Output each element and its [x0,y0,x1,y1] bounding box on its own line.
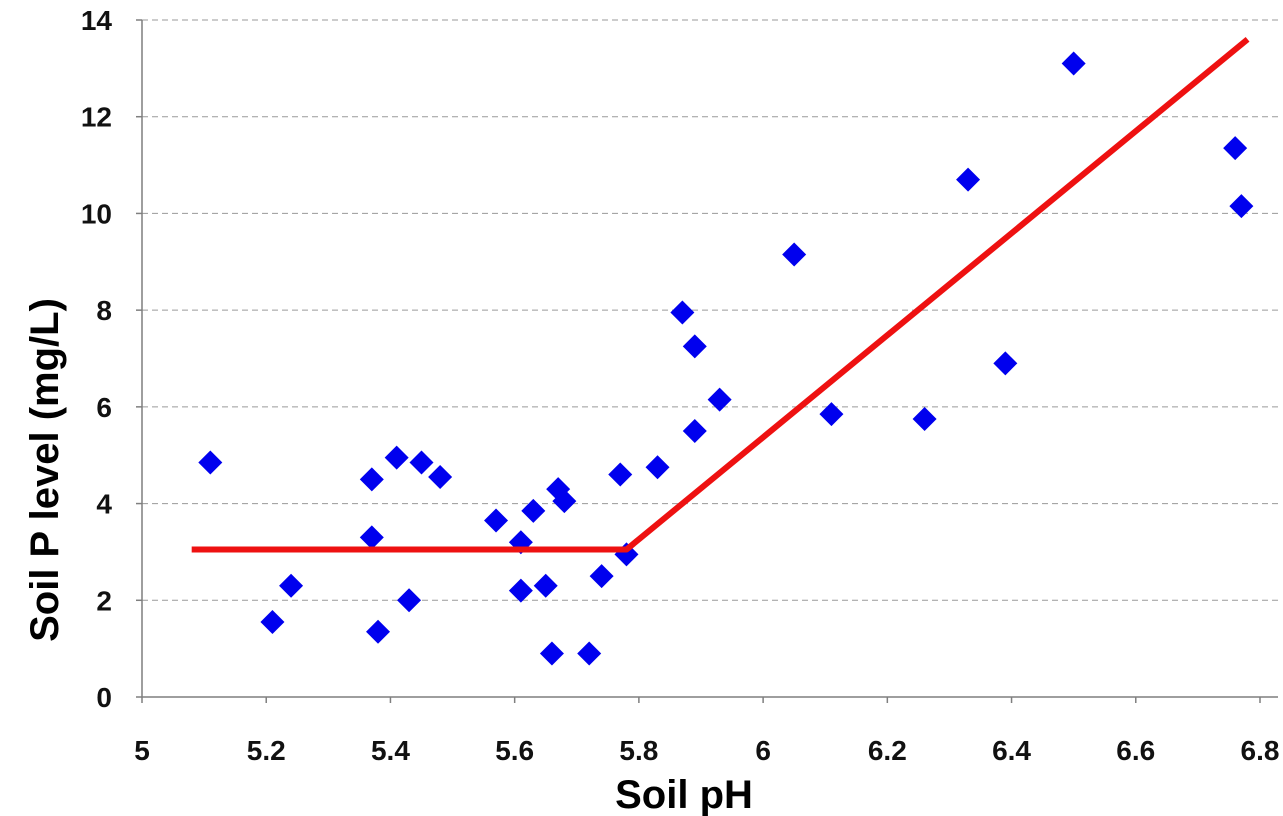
data-point [428,464,453,489]
data-point [782,242,807,267]
y-tick-label: 12 [81,102,112,133]
y-tick-label: 0 [96,682,112,713]
data-point [508,578,533,603]
data-point [645,455,670,480]
x-tick-labels: 5 5.2 5.4 5.6 5.8 6 6.2 6.4 6.6 6.8 [134,735,1279,766]
data-point [359,467,384,492]
data-point [397,588,422,613]
data-point [521,498,546,523]
data-points [198,51,1254,666]
y-tick-label: 6 [96,392,112,423]
y-tick-label: 4 [96,489,112,520]
fit-line [191,37,1250,553]
y-tick-label: 8 [96,295,112,326]
data-point [993,351,1018,376]
y-tick-label: 2 [96,585,112,616]
data-point [1061,51,1086,76]
x-tick-label: 6.4 [992,735,1031,766]
data-point [484,508,509,533]
data-point [260,610,285,635]
data-point [956,167,981,192]
fit-line-path [191,37,1250,553]
data-point [279,573,304,598]
x-tick-label: 5.6 [495,735,534,766]
data-point [552,489,577,514]
x-tick-label: 6 [755,735,771,766]
x-tick-label: 6.8 [1241,735,1280,766]
y-tick-label: 14 [81,5,113,36]
data-point [366,619,391,644]
data-point [1223,136,1248,161]
data-point [409,450,434,475]
data-point [533,573,558,598]
data-point [539,641,564,666]
data-point [608,462,633,487]
data-point [198,450,223,475]
data-point [589,564,614,589]
data-point [682,419,707,444]
data-point [912,406,937,431]
x-tick-label: 5.4 [371,735,410,766]
x-tick-label: 5.2 [247,735,286,766]
x-tick-label: 5.8 [619,735,658,766]
y-axis-title: Soil P level (mg/L) [23,298,67,642]
x-tick-label: 6.6 [1116,735,1155,766]
axes [136,19,1278,703]
data-point [682,334,707,359]
gridlines [142,19,1278,601]
data-point [670,300,695,325]
x-tick-label: 6.2 [868,735,907,766]
y-tick-labels: 0 2 4 6 8 10 12 14 [81,5,113,713]
data-point [1229,194,1254,219]
data-point [384,445,409,470]
x-axis-title: Soil pH [615,773,753,816]
x-tick-label: 5 [134,735,150,766]
data-point [707,387,732,412]
data-point [819,402,844,427]
data-point [359,525,384,550]
data-point [577,641,602,666]
y-tick-label: 10 [81,198,112,229]
